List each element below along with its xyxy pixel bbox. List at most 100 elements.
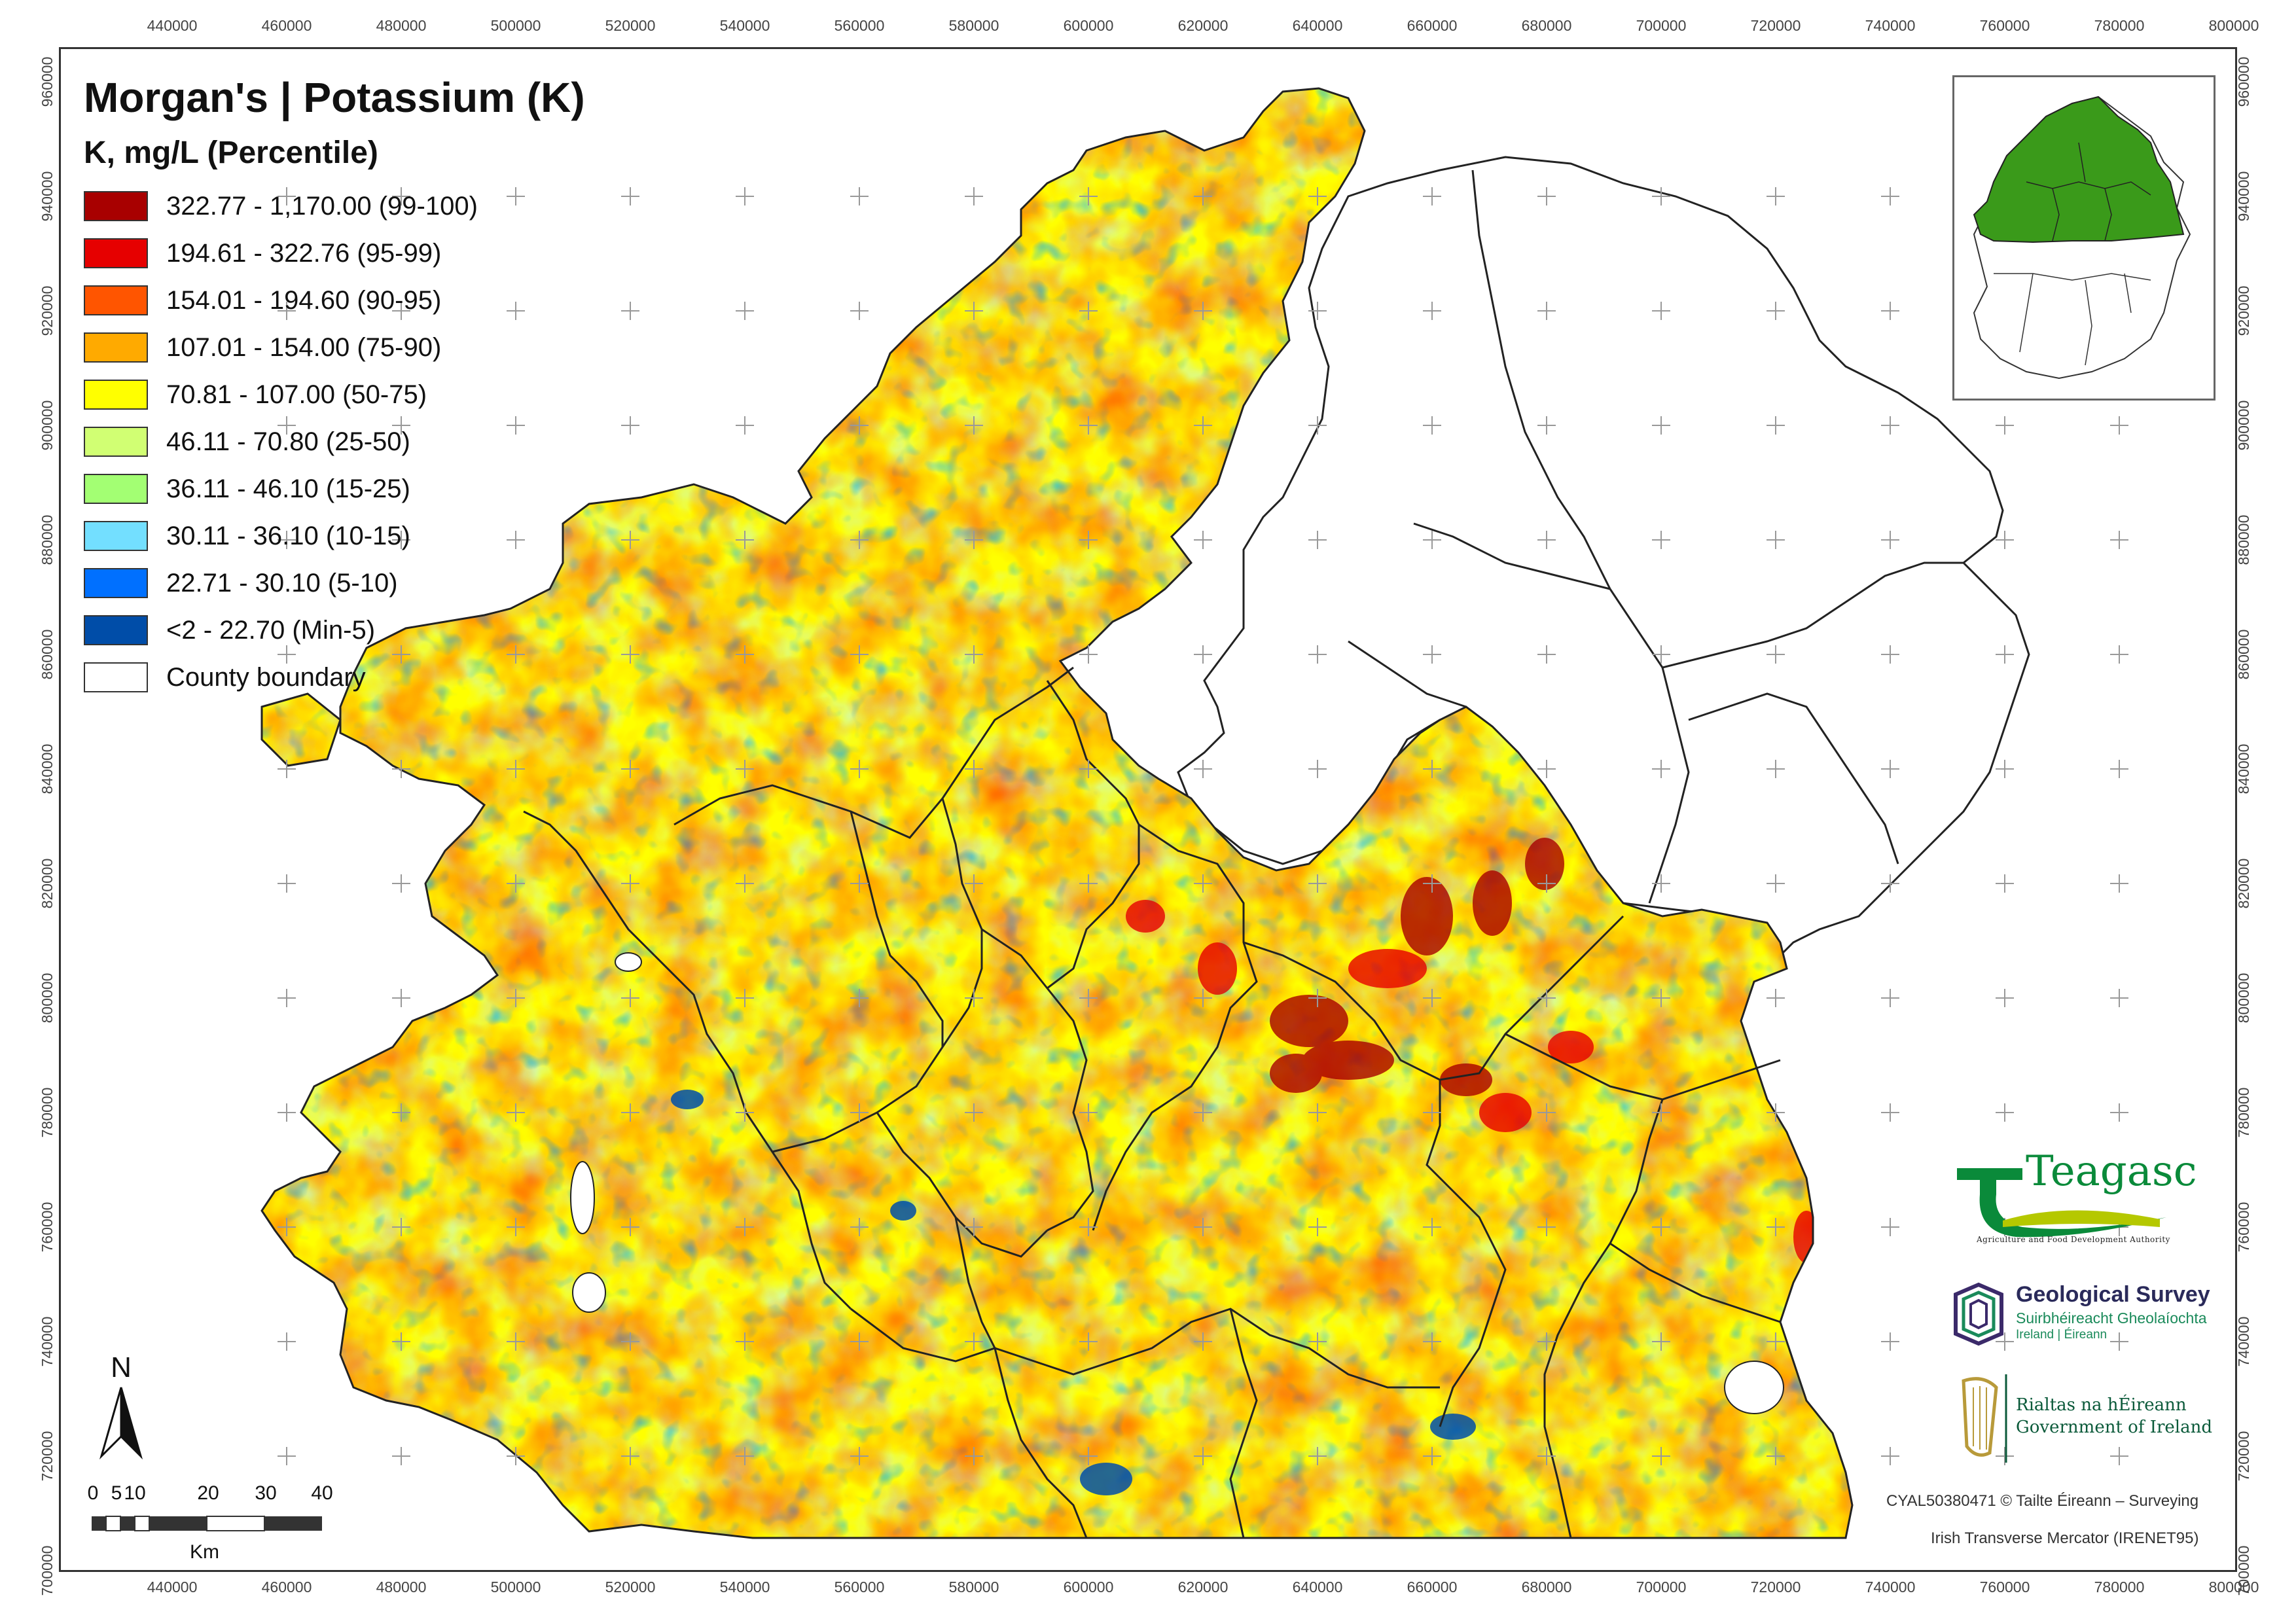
grid-cross — [1194, 1332, 1212, 1351]
grid-cross — [621, 1332, 639, 1351]
grid-cross — [1308, 531, 1327, 549]
legend-swatch — [84, 568, 148, 598]
x-tick-label: 560000 — [834, 1578, 885, 1596]
grid-cross — [621, 1218, 639, 1236]
grid-cross — [736, 416, 754, 435]
x-tick-label: 480000 — [376, 17, 427, 34]
grid-cross — [1537, 187, 1556, 205]
grid-cross — [1881, 416, 1899, 435]
grid-cross — [1537, 874, 1556, 893]
grid-cross — [1079, 874, 1098, 893]
x-tick-label: 740000 — [1865, 17, 1916, 34]
grid-cross — [736, 989, 754, 1007]
grid-cross — [392, 187, 410, 205]
grid-cross — [1767, 416, 1785, 435]
grid-cross — [621, 416, 639, 435]
scale-tick-label: 5 — [111, 1482, 122, 1504]
grid-cross — [736, 760, 754, 778]
legend-label: <2 - 22.70 (Min-5) — [166, 615, 376, 645]
grid-cross — [621, 645, 639, 664]
grid-cross — [736, 531, 754, 549]
grid-cross — [2110, 874, 2128, 893]
grid-cross — [1652, 989, 1670, 1007]
grid-cross — [1194, 1218, 1212, 1236]
grid-cross — [736, 874, 754, 893]
legend-label: 154.01 - 194.60 (90-95) — [166, 285, 442, 315]
grid-cross — [1308, 1218, 1327, 1236]
grid-cross — [1308, 760, 1327, 778]
grid-cross — [2110, 531, 2128, 549]
scale-bar: 0 5 10 20 30 40 Km — [85, 1482, 347, 1563]
scale-tick-label: 30 — [255, 1482, 277, 1504]
grid-cross — [507, 1218, 525, 1236]
legend-label: 322.77 - 1,170.00 (99-100) — [166, 191, 478, 221]
grid-cross — [1079, 1447, 1098, 1465]
grid-cross — [1996, 1447, 2014, 1465]
grid-cross — [278, 874, 296, 893]
grid-cross — [1423, 989, 1441, 1007]
grid-cross — [965, 187, 983, 205]
legend-label: 107.01 - 154.00 (75-90) — [166, 332, 442, 362]
grid-cross — [1423, 187, 1441, 205]
legend-swatch — [84, 380, 148, 410]
legend-swatch-boundary — [84, 662, 148, 692]
grid-cross — [1767, 645, 1785, 664]
grid-cross — [1308, 645, 1327, 664]
legend-swatch — [84, 238, 148, 268]
grid-cross — [392, 1332, 410, 1351]
grid-cross — [392, 416, 410, 435]
grid-cross — [1079, 416, 1098, 435]
grid-cross — [850, 874, 869, 893]
grid-cross — [1423, 645, 1441, 664]
grid-cross — [850, 1447, 869, 1465]
ni-county-line — [1648, 667, 1690, 904]
grid-cross — [1194, 874, 1212, 893]
grid-cross — [1996, 531, 2014, 549]
grid-cross — [1079, 1218, 1098, 1236]
grid-cross — [1194, 302, 1212, 320]
grid-cross — [278, 416, 296, 435]
grid-cross — [507, 1103, 525, 1122]
grid-cross — [507, 874, 525, 893]
grid-cross — [1537, 1103, 1556, 1122]
grid-cross — [1881, 1447, 1899, 1465]
x-tick-label: 440000 — [147, 1578, 198, 1596]
grid-cross — [621, 187, 639, 205]
grid-cross — [1194, 1447, 1212, 1465]
grid-cross — [278, 1332, 296, 1351]
grid-cross — [1881, 1218, 1899, 1236]
x-tick-label: 760000 — [1979, 17, 2030, 34]
grid-cross — [1881, 760, 1899, 778]
northern-ireland-outline — [1177, 156, 2030, 957]
grid-cross — [507, 302, 525, 320]
legend-row-boundary: County boundary — [84, 654, 585, 701]
grid-cross — [1423, 1103, 1441, 1122]
grid-cross — [392, 874, 410, 893]
grid-cross — [507, 187, 525, 205]
gsi-emblem-icon — [1954, 1282, 2003, 1346]
grid-cross — [278, 1103, 296, 1122]
grid-cross — [507, 645, 525, 664]
grid-cross — [1996, 989, 2014, 1007]
grid-cross — [621, 302, 639, 320]
legend-swatch — [84, 285, 148, 315]
grid-cross — [1308, 302, 1327, 320]
teagasc-swoosh-icon — [1957, 1168, 2166, 1238]
legend-row: 154.01 - 194.60 (90-95) — [84, 277, 585, 324]
legend-label: 22.71 - 30.10 (5-10) — [166, 568, 398, 597]
x-tick-label: 460000 — [261, 1578, 312, 1596]
x-tick-label: 800000 — [2208, 1578, 2259, 1596]
grid-cross — [965, 874, 983, 893]
grid-cross — [965, 760, 983, 778]
grid-cross — [278, 760, 296, 778]
x-tick-label: 680000 — [1521, 17, 1572, 34]
grid-cross — [507, 1332, 525, 1351]
grid-cross — [965, 302, 983, 320]
grid-cross — [392, 531, 410, 549]
grid-cross — [1537, 1332, 1556, 1351]
grid-cross — [1194, 645, 1212, 664]
grid-cross — [850, 760, 869, 778]
legend-row: 30.11 - 36.10 (10-15) — [84, 512, 585, 560]
x-tick-label: 520000 — [605, 17, 656, 34]
